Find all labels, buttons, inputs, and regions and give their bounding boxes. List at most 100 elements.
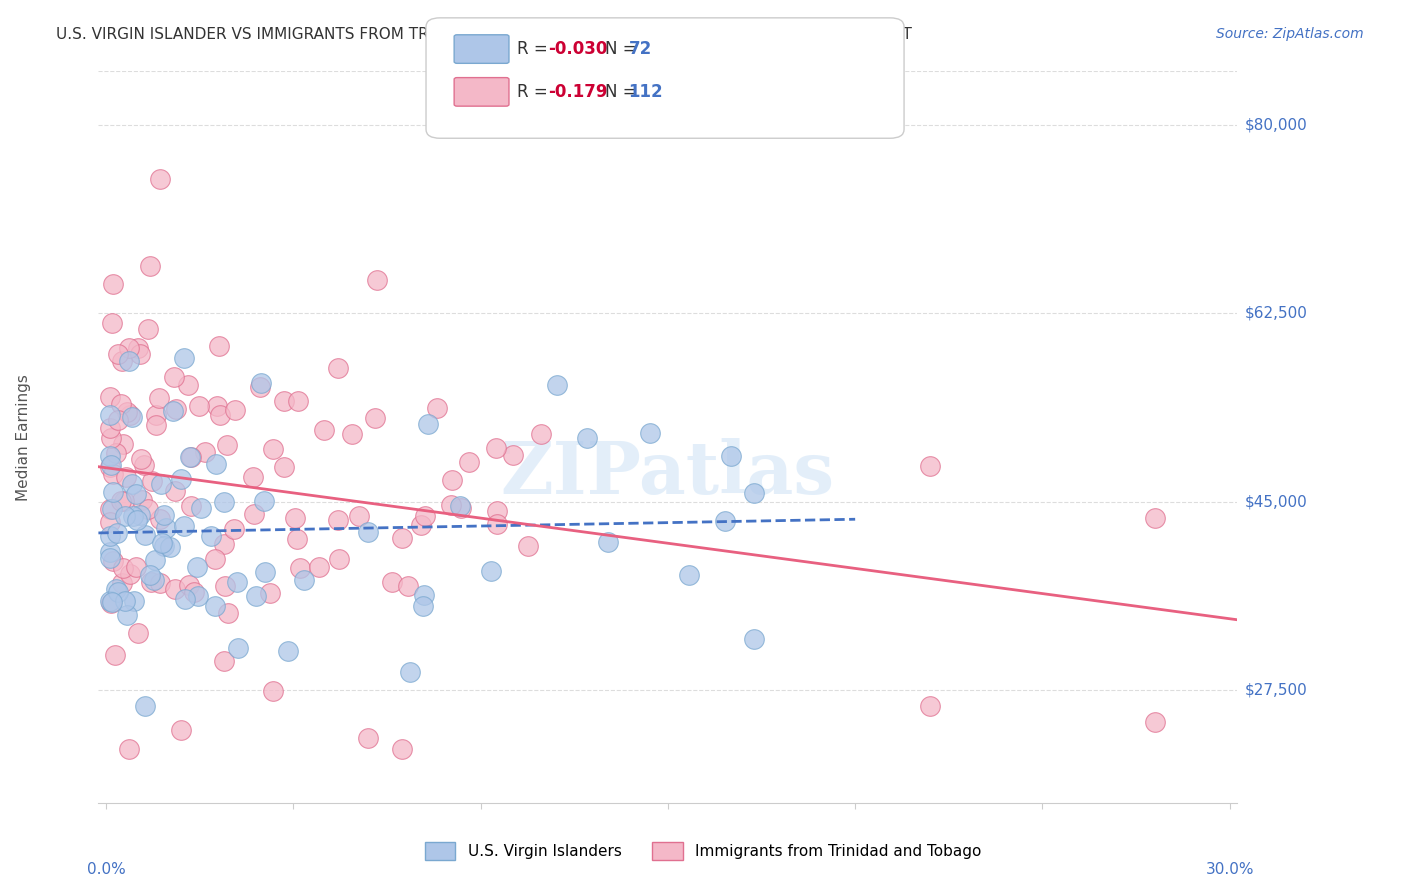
Point — [100, 458, 122, 472]
Point — [253, 493, 276, 508]
Point — [98, 502, 121, 516]
Point — [224, 402, 246, 417]
Text: $27,500: $27,500 — [1244, 682, 1308, 698]
Point — [127, 512, 149, 526]
Point — [149, 171, 172, 186]
Point — [155, 521, 177, 535]
Point — [225, 575, 247, 590]
Point — [107, 585, 129, 599]
Point — [114, 509, 136, 524]
Point — [208, 339, 231, 353]
Point — [187, 399, 209, 413]
Point — [180, 450, 202, 465]
Point — [287, 394, 309, 409]
Point — [134, 698, 156, 713]
Point — [111, 437, 134, 451]
Point — [290, 561, 312, 575]
Point — [173, 351, 195, 365]
Point — [576, 431, 599, 445]
Point — [217, 438, 239, 452]
Point — [440, 498, 463, 512]
Text: 0.0%: 0.0% — [87, 862, 125, 877]
Point — [366, 273, 388, 287]
Point — [125, 487, 148, 501]
Point — [485, 504, 508, 518]
Point — [139, 574, 162, 589]
Point — [139, 568, 162, 582]
Legend: U.S. Virgin Islanders, Immigrants from Trinidad and Tobago: U.S. Virgin Islanders, Immigrants from T… — [419, 836, 987, 866]
Point — [114, 594, 136, 608]
Point — [111, 353, 134, 368]
Point — [148, 391, 170, 405]
Text: $62,500: $62,500 — [1244, 306, 1308, 321]
Point — [98, 544, 121, 558]
Point — [418, 417, 440, 432]
Text: 112: 112 — [628, 83, 664, 101]
Point — [187, 590, 209, 604]
Point — [486, 516, 509, 531]
Text: -0.030: -0.030 — [548, 40, 607, 58]
Point — [118, 353, 141, 368]
Point — [502, 448, 524, 462]
Point — [214, 579, 236, 593]
Point — [163, 483, 186, 498]
Point — [134, 528, 156, 542]
Point — [118, 742, 141, 756]
Point — [204, 457, 226, 471]
Text: N =: N = — [605, 40, 641, 58]
Point — [177, 578, 200, 592]
Text: 72: 72 — [628, 40, 652, 58]
Point — [107, 347, 129, 361]
Point — [120, 567, 142, 582]
Point — [170, 723, 193, 737]
Point — [98, 550, 121, 565]
Point — [111, 575, 134, 590]
Point — [381, 574, 404, 589]
Point — [179, 450, 201, 464]
Point — [150, 476, 173, 491]
Point — [228, 640, 250, 655]
Point — [249, 380, 271, 394]
Point — [224, 522, 246, 536]
Point — [449, 499, 471, 513]
Point — [101, 485, 124, 500]
Point — [243, 507, 266, 521]
Point — [285, 532, 308, 546]
Point — [115, 405, 138, 419]
Point — [145, 417, 167, 432]
Point — [173, 519, 195, 533]
Point — [391, 532, 413, 546]
Point — [250, 376, 273, 390]
Point — [640, 426, 662, 441]
Point — [98, 515, 121, 529]
Point — [101, 467, 124, 482]
Point — [107, 413, 129, 427]
Point — [159, 540, 181, 554]
Point — [104, 648, 127, 662]
Point — [364, 410, 387, 425]
Point — [145, 553, 167, 567]
Point — [412, 599, 434, 613]
Text: U.S. VIRGIN ISLANDER VS IMMIGRANTS FROM TRINIDAD AND TOBAGO MEDIAN EARNINGS CORR: U.S. VIRGIN ISLANDER VS IMMIGRANTS FROM … — [56, 27, 912, 42]
Point — [262, 684, 284, 698]
Point — [398, 665, 420, 679]
Point — [149, 576, 172, 591]
Point — [153, 508, 176, 522]
Point — [308, 559, 330, 574]
Text: -0.179: -0.179 — [548, 83, 607, 101]
Point — [326, 360, 349, 375]
Point — [273, 394, 295, 409]
Point — [100, 595, 122, 609]
Point — [194, 445, 217, 459]
Point — [136, 502, 159, 516]
Point — [169, 471, 191, 485]
Point — [190, 501, 212, 516]
Point — [127, 626, 149, 640]
Point — [118, 341, 141, 355]
Point — [212, 654, 235, 668]
Point — [217, 606, 239, 620]
Point — [98, 594, 121, 608]
Point — [720, 449, 742, 463]
Point — [98, 391, 121, 405]
Point — [122, 508, 145, 523]
